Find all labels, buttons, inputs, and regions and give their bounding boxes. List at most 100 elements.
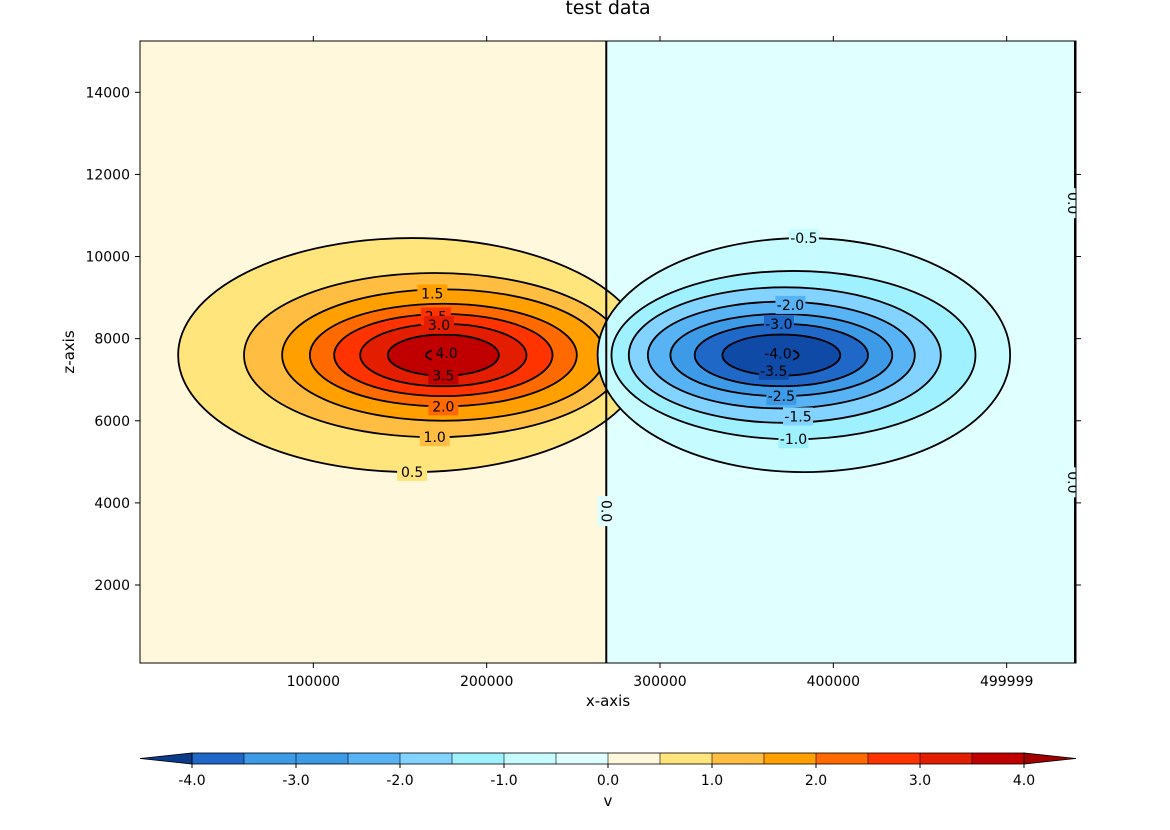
chart-title: test data [565, 0, 650, 19]
colorbar-tick-label: 4.0 [1013, 773, 1035, 789]
colorbar-tick-label: -1.0 [490, 773, 517, 789]
contour-label-bg [782, 407, 813, 426]
contour-label-bg [424, 315, 455, 334]
contour-label-bg [775, 295, 806, 314]
positive-contour-label: 1.5 [417, 284, 448, 303]
y-tick-label: 8000 [94, 332, 130, 348]
zero-label-text: 0.0 [1064, 471, 1080, 493]
contour-label-bg [397, 463, 428, 482]
x-axis-label: x-axis [586, 692, 631, 710]
colorbar-tick-label: 1.0 [701, 773, 723, 789]
contour-label-text: -2.5 [768, 389, 795, 405]
contour-label-text: 1.5 [421, 286, 443, 302]
colorbar-segment [452, 753, 504, 764]
contour-label-bg [766, 387, 797, 406]
negative-contour-label: -2.0 [775, 295, 806, 314]
negative-contour-label: -4.0 [762, 344, 793, 363]
y-axis-label: z-axis [60, 330, 78, 374]
negative-contour-label: -3.0 [763, 315, 794, 334]
contour-label-bg [428, 366, 459, 385]
contour-label-bg [778, 430, 809, 449]
negative-contour-label: -0.5 [788, 229, 819, 248]
plot-area: 0.51.01.52.02.53.03.54.0-0.5-1.0-1.5-2.0… [140, 41, 1080, 663]
colorbar-segment [816, 753, 868, 764]
contour-label-text: -1.5 [784, 409, 811, 425]
x-tick-label: 300000 [633, 674, 686, 690]
zero-contour-label: 0.0 [1064, 467, 1080, 498]
contour-label-text: -0.5 [790, 231, 817, 247]
y-tick-label: 2000 [94, 578, 130, 594]
contour-label-text: 3.5 [432, 369, 454, 385]
x-tick-label: 400000 [807, 674, 860, 690]
contour-label-text: -4.0 [764, 346, 791, 362]
colorbar-segment [192, 753, 244, 764]
colorbar-tick-label: 3.0 [909, 773, 931, 789]
contour-label-bg [431, 343, 462, 362]
colorbar-tick-label: 2.0 [805, 773, 827, 789]
contour-label-text: -1.0 [780, 432, 807, 448]
negative-contour-label: -2.5 [766, 387, 797, 406]
contour-label-bg [763, 315, 794, 334]
contour-label-bg [417, 284, 448, 303]
positive-contour-label: 0.5 [397, 463, 428, 482]
contour-label-text: -2.0 [777, 298, 804, 314]
contour-label-text: 0.5 [401, 465, 423, 481]
y-tick-label: 12000 [85, 167, 130, 183]
colorbar-extend-min [139, 752, 193, 765]
zero-label-bg [1064, 467, 1076, 498]
zero-label-bg [597, 496, 616, 527]
positive-contour-label: 3.0 [424, 315, 455, 334]
positive-contour-label: 4.0 [431, 343, 462, 362]
colorbar-segment [400, 753, 452, 764]
x-axis: 100000 200000 300000 400000 499999 [287, 36, 1033, 690]
positive-contour-label: 2.0 [428, 397, 459, 416]
contour-label-text: 3.0 [428, 318, 450, 334]
negative-contour-label: -3.5 [758, 361, 789, 380]
y-axis: 2000 4000 6000 8000 10000 12000 14000 [85, 85, 1081, 594]
colorbar-extend-max [1023, 752, 1077, 765]
colorbar-segment [712, 753, 764, 764]
y-tick-label: 10000 [85, 250, 130, 266]
colorbar: -4.0 -3.0 -2.0 -1.0 0.0 1.0 2.0 3.0 4.0 [139, 752, 1077, 789]
colorbar-segment [556, 753, 608, 764]
colorbar-segment [348, 753, 400, 764]
negative-contour-label: -1.5 [782, 407, 813, 426]
colorbar-segment [764, 753, 816, 764]
colorbar-segment [920, 753, 972, 764]
zero-label-bg [1064, 188, 1076, 219]
x-tick-label: 499999 [980, 674, 1033, 690]
colorbar-segment [608, 753, 660, 764]
colorbar-segment [504, 753, 556, 764]
colorbar-segment [972, 753, 1024, 764]
positive-contour-label: 1.0 [419, 428, 450, 447]
x-tick-label: 200000 [460, 674, 513, 690]
colorbar-segment [296, 753, 348, 764]
plot-frame [139, 40, 1077, 664]
contour-label-bg [428, 397, 459, 416]
colorbar-label: v [604, 792, 613, 810]
contour-label-bg [758, 361, 789, 380]
positive-contour-label: 3.5 [428, 366, 459, 385]
colorbar-segment [244, 753, 296, 764]
y-tick-label: 4000 [94, 496, 130, 512]
colorbar-tick-label: -3.0 [282, 773, 309, 789]
contour-label-text: 2.0 [432, 399, 454, 415]
colorbar-tick-label: 0.0 [597, 773, 619, 789]
y-tick-label: 14000 [85, 85, 130, 101]
zero-contour-label: 0.0 [597, 496, 616, 527]
x-tick-label: 100000 [287, 674, 340, 690]
contour-label-bg [419, 428, 450, 447]
contour-label-text: -3.5 [760, 364, 787, 380]
colorbar-segment [868, 753, 920, 764]
contour-label-text: 1.0 [424, 430, 446, 446]
colorbar-tick-label: -2.0 [386, 773, 413, 789]
zero-contour-label: 0.0 [1064, 188, 1080, 219]
zero-label-text: 0.0 [597, 500, 613, 522]
contour-label-bg [762, 344, 793, 363]
contour-label-text: -3.0 [765, 317, 792, 333]
contour-label-bg [788, 229, 819, 248]
colorbar-segment [660, 753, 712, 764]
contour-label-text: 4.0 [435, 346, 457, 362]
zero-label-text: 0.0 [1064, 192, 1080, 214]
